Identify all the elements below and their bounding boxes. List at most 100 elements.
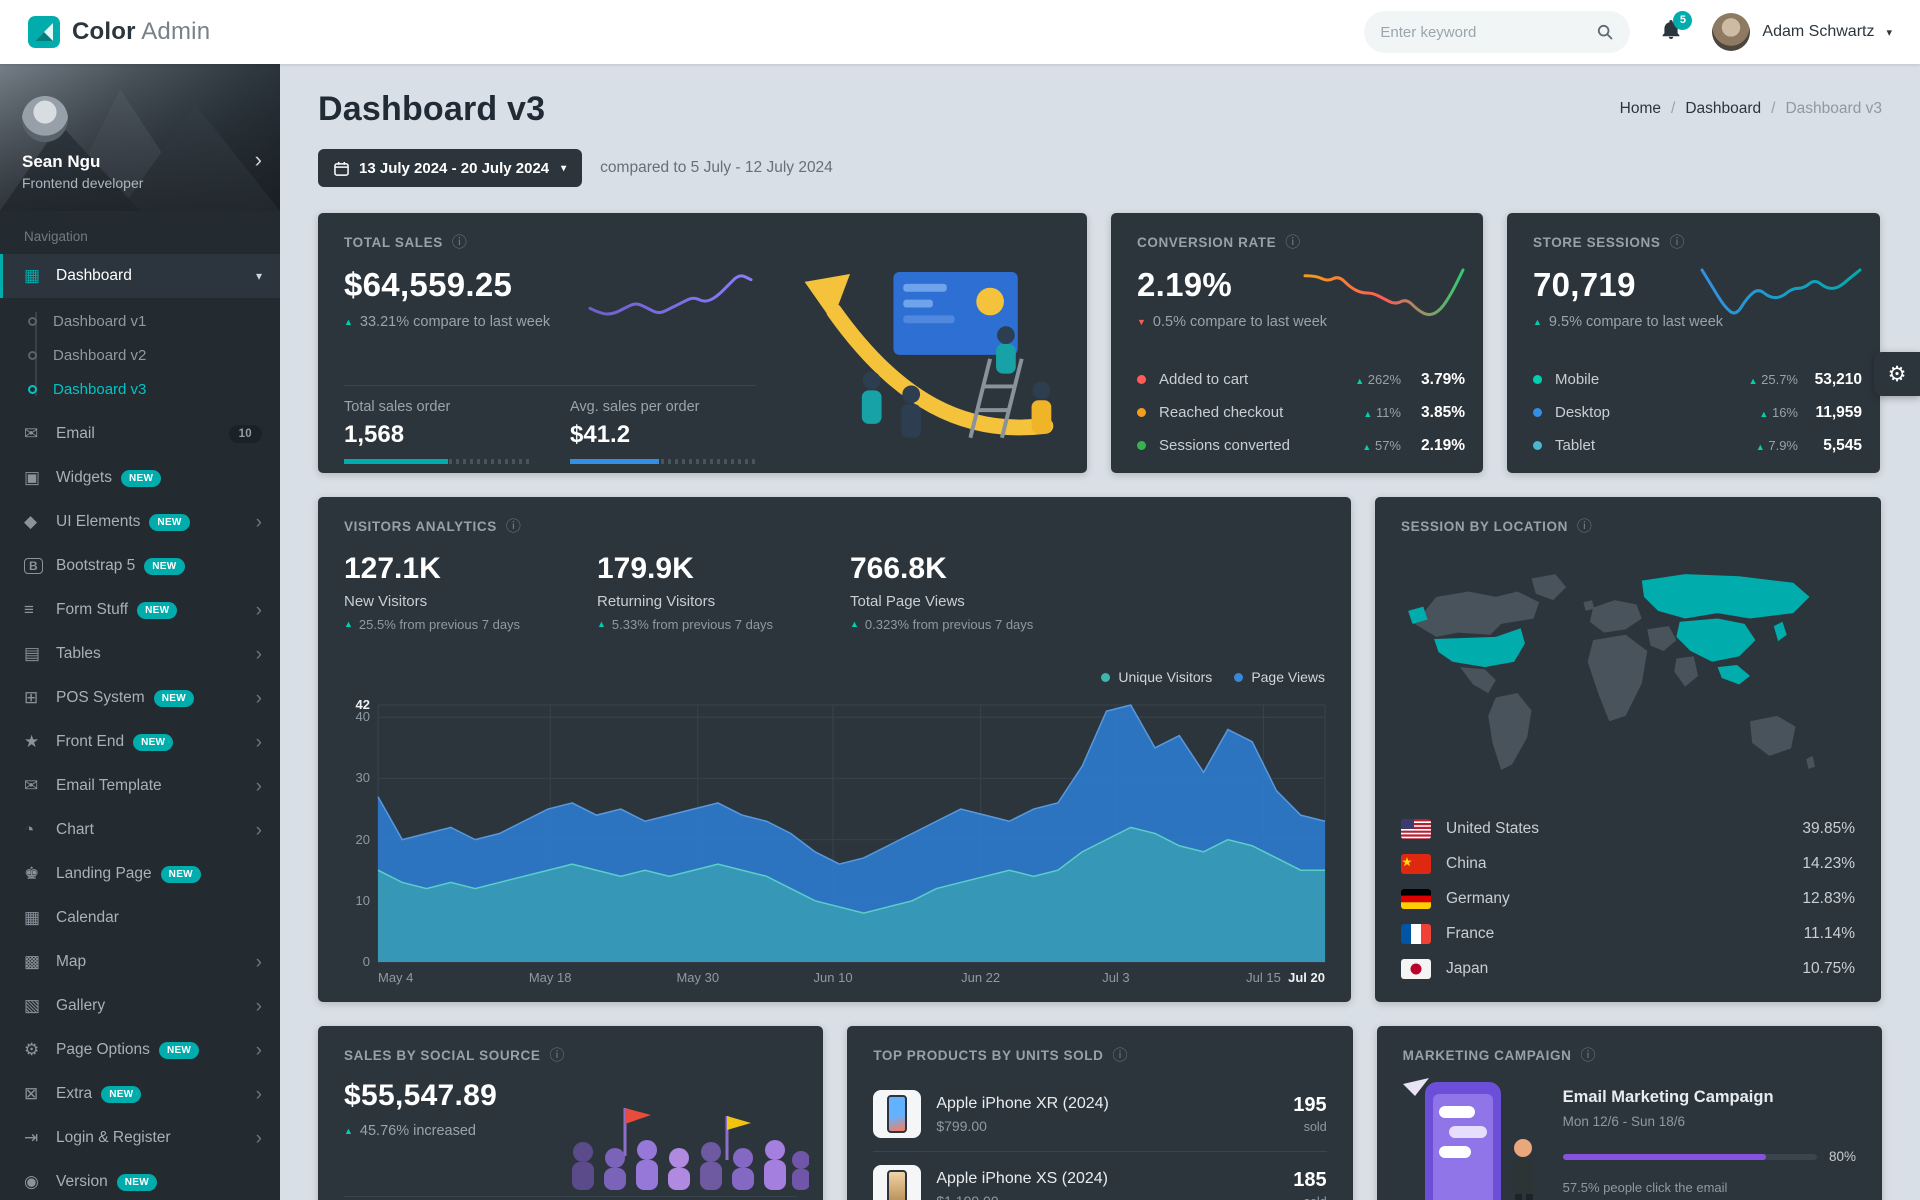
info-icon[interactable]: ⓘ — [1285, 234, 1301, 251]
topbar-actions: 5 Adam Schwartz ▾ — [1364, 10, 1892, 53]
sidebar-item-bootstrap-5[interactable]: B Bootstrap 5 NEW — [0, 544, 280, 588]
apple-store-row[interactable]: Apple Store $34,840.17 — [344, 1196, 798, 1200]
new-badge: NEW — [101, 1085, 142, 1103]
sidebar-item-page-options[interactable]: ⚙ Page Options NEW › — [24, 1039, 262, 1061]
sidebar-profile[interactable]: Sean Ngu Frontend developer › — [0, 64, 280, 211]
campaign-progress: 80% — [1562, 1149, 1856, 1164]
sidebar-item-extra[interactable]: ⊠ Extra NEW › — [24, 1083, 262, 1105]
x-axis-label: May 4 — [378, 970, 414, 985]
sidebar-item-dashboard[interactable]: ▦ Dashboard ▾ — [0, 254, 280, 298]
caret-up-icon: ▲ — [344, 316, 353, 327]
info-icon[interactable]: ⓘ — [1576, 518, 1592, 535]
product-row[interactable]: Apple iPhone XS (2024) $1,199.00 185 sol… — [873, 1151, 1327, 1200]
sidebar-item-widgets[interactable]: ▣ Widgets NEW — [0, 456, 280, 500]
info-icon[interactable]: ⓘ — [549, 1047, 565, 1064]
list-item: China 14.23% — [1401, 846, 1855, 881]
profile-role: Frontend developer — [22, 175, 144, 191]
sidebar-item-email-template[interactable]: ✉ Email Template › — [24, 775, 262, 797]
calendar-icon — [334, 161, 349, 176]
sidebar-item-dashboard-v1[interactable]: Dashboard v1 — [0, 304, 280, 338]
breadcrumb-current: Dashboard v3 — [1785, 100, 1882, 117]
sidebar-item-gallery[interactable]: ▧ Gallery › — [24, 995, 262, 1017]
breadcrumb-dashboard[interactable]: Dashboard — [1685, 100, 1762, 117]
brand-bold: Color — [72, 18, 136, 45]
info-icon[interactable]: ⓘ — [1580, 1047, 1596, 1064]
sidebar-item-version[interactable]: ◉ Version NEW — [0, 1160, 280, 1200]
legend-page-views[interactable]: Page Views — [1234, 669, 1325, 685]
new-badge: NEW — [160, 865, 201, 883]
notifications-button[interactable]: 5 — [1656, 10, 1693, 50]
bullet-icon — [28, 350, 37, 360]
store-sessions-card: STORE SESSIONS ⓘ 70,719 ▲ 9.5% compare to… — [1507, 213, 1880, 473]
sidebar-item-ui-elements[interactable]: ◆ UI Elements NEW › — [24, 511, 262, 533]
y-axis-label: 20 — [355, 831, 370, 847]
card-title: STORE SESSIONS — [1533, 235, 1661, 250]
added-to-cart-dot-icon — [1137, 375, 1146, 384]
sidebar-item-dashboard-v2[interactable]: Dashboard v2 — [0, 338, 280, 372]
sidebar-item-map[interactable]: ▩ Map › — [24, 951, 262, 973]
profile-info: Sean Ngu Frontend developer › — [0, 64, 280, 211]
brand-name: Color Admin — [72, 18, 210, 46]
us-flag-icon — [1401, 818, 1431, 839]
chevron-right-icon: › — [255, 731, 262, 753]
sessions-converted-dot-icon — [1137, 441, 1146, 450]
sidebar-item-calendar[interactable]: ▦ Calendar — [24, 908, 119, 927]
brand-light: Admin — [135, 18, 211, 45]
total-sales-value: $64,559.25 — [344, 266, 513, 303]
campaign-note: 57.5% people click the email — [1562, 1180, 1728, 1195]
new-visitors-value: 127.1K — [344, 552, 441, 585]
visitors-stats: 127.1K New Visitors ▲ 25.5% from previous… — [318, 534, 1351, 632]
tablet-dot-icon — [1533, 441, 1542, 450]
sales-growth-illustration — [804, 271, 1054, 439]
date-range-picker[interactable]: 13 July 2024 - 20 July 2024 ▾ — [318, 149, 583, 187]
list-item: Japan 10.75% — [1401, 951, 1855, 986]
list-item: United States 39.85% — [1401, 811, 1855, 846]
sidebar-menu: ▦ Dashboard ▾ Dashboard v1 Dashboard v2 … — [0, 254, 280, 1200]
reached-checkout-dot-icon — [1137, 408, 1146, 417]
legend-unique-visitors[interactable]: Unique Visitors — [1101, 669, 1212, 685]
france-flag-icon — [1401, 923, 1431, 944]
x-axis-label: Jul 20 — [1288, 970, 1325, 985]
x-axis-label: May 30 — [676, 970, 720, 985]
info-icon[interactable]: ⓘ — [451, 234, 467, 251]
sidebar-item-chart[interactable]: ◔ Chart › — [24, 819, 262, 841]
sidebar-item-email[interactable]: ✉ Email 10 — [0, 412, 280, 456]
product-row[interactable]: Apple iPhone XR (2024) $799.00 195 sold — [873, 1077, 1327, 1151]
front-end-icon: ★ — [24, 732, 40, 751]
sidebar: Sean Ngu Frontend developer › Navigation… — [0, 64, 280, 1200]
breadcrumb-home[interactable]: Home — [1619, 100, 1662, 117]
sidebar-item-login-register[interactable]: ⇥ Login & Register › — [24, 1127, 262, 1149]
sidebar-item-form-stuff[interactable]: ≡ Form Stuff NEW › — [24, 599, 262, 621]
sidebar-item-front-end[interactable]: ★ Front End NEW › — [24, 731, 262, 753]
user-menu[interactable]: Adam Schwartz ▾ — [1712, 13, 1892, 51]
profile-avatar — [22, 96, 68, 142]
profile-expand-icon: › — [254, 147, 262, 172]
sidebar-item-dashboard-v3[interactable]: Dashboard v3 — [0, 372, 280, 406]
returning-visitors-value: 179.9K — [597, 552, 694, 585]
brand[interactable]: Color Admin — [28, 16, 210, 48]
germany-flag-icon — [1401, 888, 1431, 909]
theme-settings-button[interactable]: ⚙ — [1874, 352, 1920, 396]
user-name: Adam Schwartz — [1762, 23, 1875, 40]
order-count-value: 1,568 — [344, 421, 405, 448]
calendar-icon: ▦ — [24, 908, 41, 927]
iphone-xs-thumbnail — [873, 1165, 922, 1200]
compare-note: compared to 5 July - 12 July 2024 — [600, 159, 833, 176]
sidebar-item-tables[interactable]: ▤ Tables › — [24, 643, 262, 665]
date-range-value: 13 July 2024 - 20 July 2024 — [359, 159, 550, 177]
info-icon[interactable]: ⓘ — [505, 518, 521, 535]
iphone-xr-thumbnail — [873, 1090, 922, 1138]
dashboard-submenu: Dashboard v1 Dashboard v2 Dashboard v3 — [0, 298, 280, 412]
sidebar-item-pos-system[interactable]: ⊞ POS System NEW › — [24, 687, 262, 709]
chevron-right-icon: › — [255, 775, 262, 797]
sidebar-item-landing-page[interactable]: ♚ Landing Page NEW — [0, 852, 280, 896]
info-icon[interactable]: ⓘ — [1112, 1047, 1128, 1064]
search-icon[interactable] — [1596, 23, 1614, 41]
info-icon[interactable]: ⓘ — [1669, 234, 1685, 251]
new-badge: NEW — [144, 557, 185, 575]
card-title: TOTAL SALES — [344, 235, 443, 250]
china-flag-icon — [1401, 853, 1431, 874]
notification-badge: 5 — [1673, 10, 1693, 30]
search-input[interactable] — [1380, 23, 1597, 41]
caret-down-icon: ▾ — [561, 162, 567, 174]
